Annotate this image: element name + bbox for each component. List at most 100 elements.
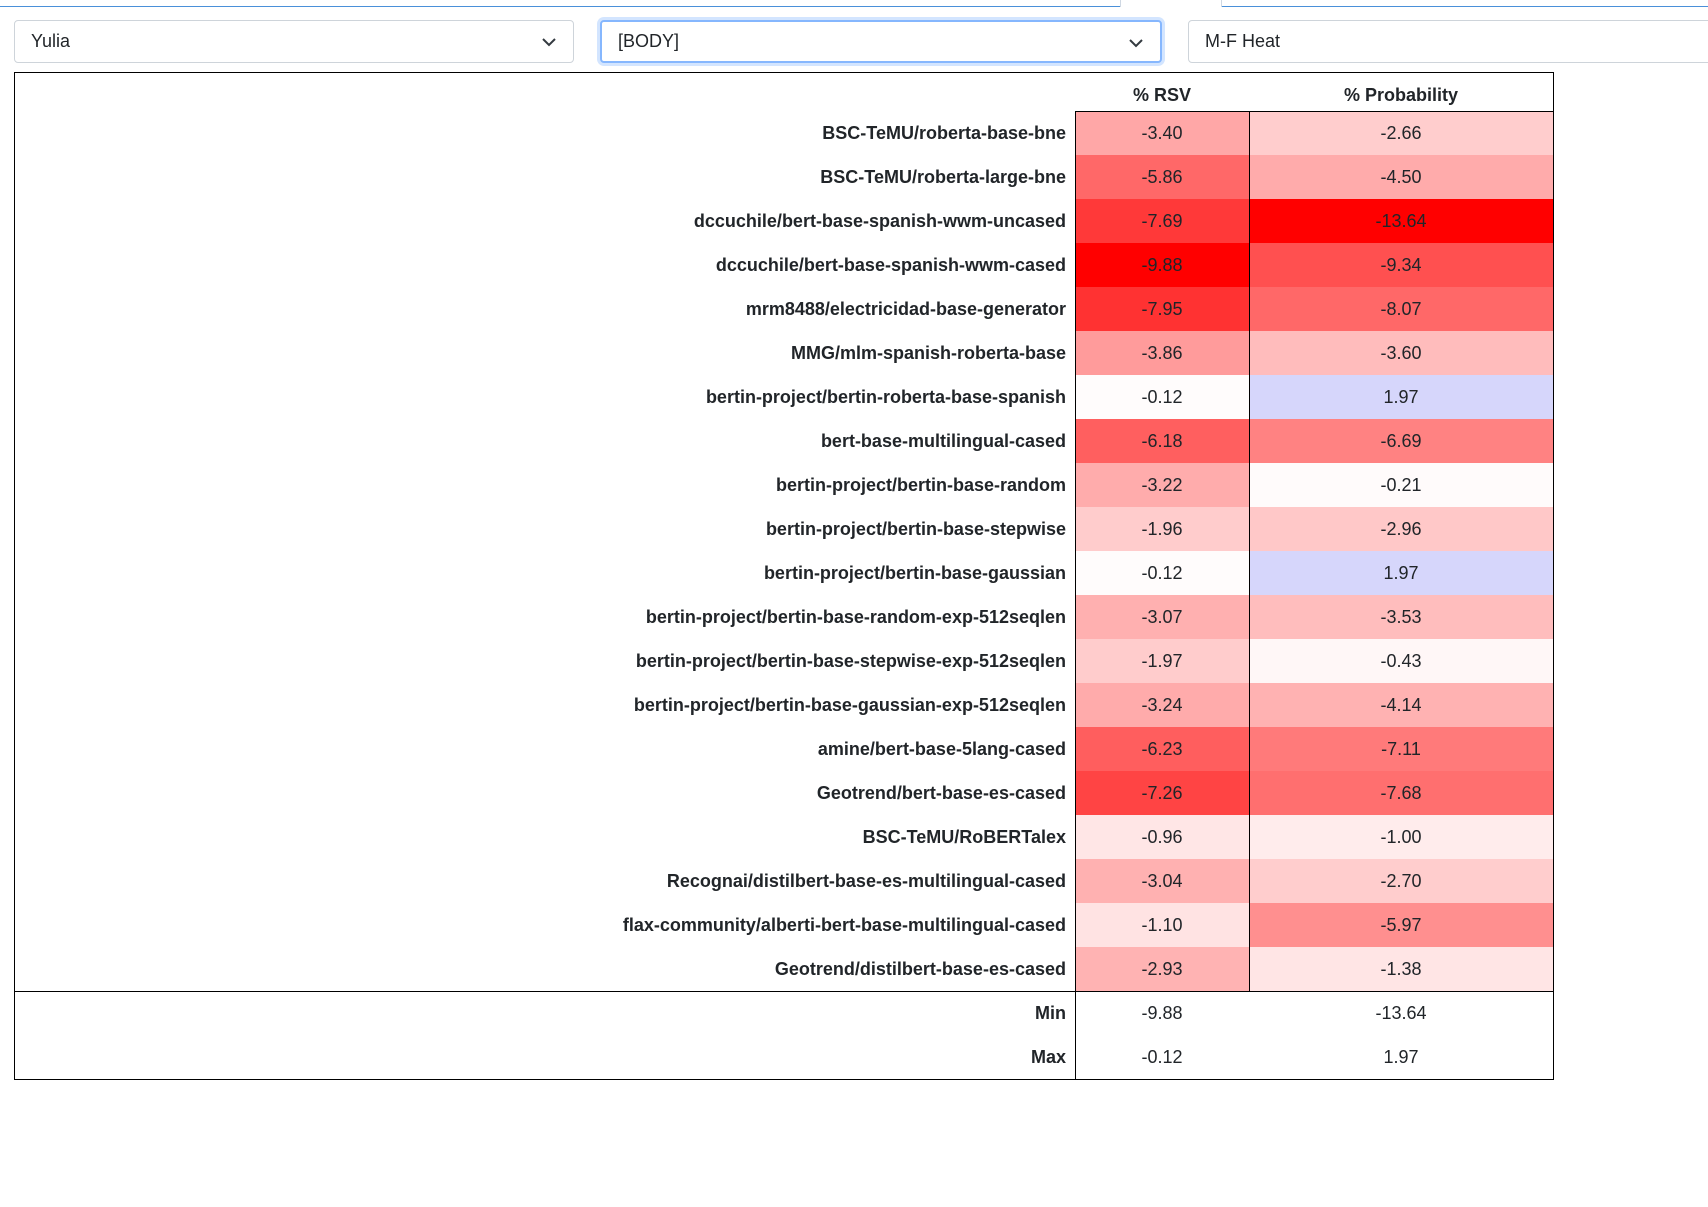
footer-row: Min -9.88 -13.64	[15, 991, 1694, 1035]
header-divider	[1075, 111, 1553, 112]
row-model-name: MMG/mlm-spanish-roberta-base	[790, 343, 1066, 363]
column-divider	[1249, 111, 1250, 991]
probability-cell: -6.69	[1249, 419, 1553, 463]
probability-cell: -13.64	[1249, 199, 1553, 243]
chevron-down-icon	[1129, 39, 1143, 48]
probability-cell: -9.34	[1249, 243, 1553, 287]
name-select[interactable]: Yulia	[14, 20, 574, 63]
row-model-name: bertin-project/bertin-base-stepwise	[765, 519, 1066, 539]
table-row: bertin-project/bertin-roberta-base-spani…	[15, 375, 1694, 419]
table-row: Recognai/distilbert-base-es-multilingual…	[15, 859, 1694, 903]
table-row: bert-base-multilingual-cased -6.18 -6.69	[15, 419, 1694, 463]
rsv-cell: -0.12	[1075, 375, 1249, 419]
rsv-cell: -2.93	[1075, 947, 1249, 991]
column-divider	[1075, 111, 1076, 1079]
probability-cell: -0.43	[1249, 639, 1553, 683]
footer-label: Min	[1035, 1003, 1066, 1023]
footer-label: Max	[1030, 1047, 1066, 1067]
row-model-name: bertin-project/bertin-base-gaussian	[763, 563, 1066, 583]
probability-cell: 1.97	[1249, 375, 1553, 419]
probability-cell: -4.14	[1249, 683, 1553, 727]
row-model-name: BSC-TeMU/RoBERTalex	[862, 827, 1066, 847]
probability-cell: -0.21	[1249, 463, 1553, 507]
table-row: bertin-project/bertin-base-stepwise-exp-…	[15, 639, 1694, 683]
probability-cell: -1.00	[1249, 815, 1553, 859]
table-row: bertin-project/bertin-base-random -3.22 -0…	[15, 463, 1694, 507]
table-row: Geotrend/bert-base-es-cased -7.26 -7.68	[15, 771, 1694, 815]
probability-cell: -3.60	[1249, 331, 1553, 375]
table-row: bertin-project/bertin-base-gaussian -0.12…	[15, 551, 1694, 595]
filter-bar: Yulia [BODY] M-F Heat	[14, 20, 1708, 65]
row-model-name: dccuchile/bert-base-spanish-wwm-uncased	[693, 211, 1066, 231]
category-select-value: [BODY]	[618, 31, 680, 51]
table-row: bertin-project/bertin-base-gaussian-exp-…	[15, 683, 1694, 727]
probability-cell: -2.96	[1249, 507, 1553, 551]
rsv-cell: -0.96	[1075, 815, 1249, 859]
row-model-name: Recognai/distilbert-base-es-multilingual…	[666, 871, 1066, 891]
header-probability: % Probability	[1343, 85, 1459, 105]
rsv-cell: -3.22	[1075, 463, 1249, 507]
rsv-cell: -6.18	[1075, 419, 1249, 463]
row-model-name: bertin-project/bertin-base-random	[775, 475, 1066, 495]
row-model-name: bertin-project/bertin-base-gaussian-exp-…	[633, 695, 1066, 715]
table-row: dccuchile/bert-base-spanish-wwm-cased -9.…	[15, 243, 1694, 287]
header-rsv: % RSV	[1132, 85, 1192, 105]
row-model-name: amine/bert-base-5lang-cased	[817, 739, 1066, 759]
active-tab[interactable]	[1120, 0, 1222, 7]
name-select-value: Yulia	[31, 31, 71, 51]
view-select-value: M-F Heat	[1205, 31, 1281, 51]
rsv-cell: -1.97	[1075, 639, 1249, 683]
results-table: % RSV % Probability BSC-TeMU/roberta-bas…	[14, 72, 1554, 1080]
rsv-cell: -7.26	[1075, 771, 1249, 815]
rsv-cell: -3.04	[1075, 859, 1249, 903]
footer-row: Max -0.12 1.97	[15, 1035, 1694, 1079]
table-row: Geotrend/distilbert-base-es-cased -2.93 -1…	[15, 947, 1694, 991]
probability-cell: -2.70	[1249, 859, 1553, 903]
table-row: flax-community/alberti-bert-base-multili…	[15, 903, 1694, 947]
rsv-cell: -7.95	[1075, 287, 1249, 331]
row-model-name: dccuchile/bert-base-spanish-wwm-cased	[715, 255, 1066, 275]
probability-cell: -3.53	[1249, 595, 1553, 639]
row-model-name: bert-base-multilingual-cased	[820, 431, 1066, 451]
row-model-name: bertin-project/bertin-roberta-base-spani…	[705, 387, 1066, 407]
probability-cell: 1.97	[1249, 551, 1553, 595]
row-model-name: mrm8488/electricidad-base-generator	[745, 299, 1066, 319]
row-model-name: bertin-project/bertin-base-stepwise-exp-…	[635, 651, 1066, 671]
row-model-name: BSC-TeMU/roberta-large-bne	[820, 167, 1066, 187]
rsv-cell: -3.07	[1075, 595, 1249, 639]
footer-divider	[15, 991, 1553, 992]
table-row: BSC-TeMU/roberta-base-bne -3.40 -2.66	[15, 111, 1694, 155]
probability-cell: -5.97	[1249, 903, 1553, 947]
table-row: mrm8488/electricidad-base-generator -7.95…	[15, 287, 1694, 331]
table-row: BSC-TeMU/roberta-large-bne -5.86 -4.50	[15, 155, 1694, 199]
probability-cell: -7.68	[1249, 771, 1553, 815]
probability-cell: -1.38	[1249, 947, 1553, 991]
row-model-name: Geotrend/distilbert-base-es-cased	[774, 959, 1066, 979]
tab-underline	[0, 6, 1708, 7]
category-select[interactable]: [BODY]	[600, 20, 1162, 63]
rsv-cell: -9.88	[1075, 243, 1249, 287]
row-model-name: BSC-TeMU/roberta-base-bne	[822, 123, 1066, 143]
rsv-cell: -0.12	[1075, 551, 1249, 595]
row-model-name: Geotrend/bert-base-es-cased	[816, 783, 1066, 803]
rsv-cell: -5.86	[1075, 155, 1249, 199]
table-row: MMG/mlm-spanish-roberta-base -3.86 -3.60	[15, 331, 1694, 375]
table-row: BSC-TeMU/RoBERTalex -0.96 -1.00	[15, 815, 1694, 859]
probability-cell: -7.11	[1249, 727, 1553, 771]
footer-probability-value: -13.64	[1375, 1003, 1427, 1023]
probability-cell: -8.07	[1249, 287, 1553, 331]
rsv-cell: -1.96	[1075, 507, 1249, 551]
table-row: amine/bert-base-5lang-cased -6.23 -7.11	[15, 727, 1694, 771]
rsv-cell: -1.10	[1075, 903, 1249, 947]
probability-cell: -2.66	[1249, 111, 1553, 155]
table-row: bertin-project/bertin-base-stepwise -1.96…	[15, 507, 1694, 551]
chevron-down-icon	[542, 38, 556, 47]
rsv-cell: -3.40	[1075, 111, 1249, 155]
footer-probability-value: 1.97	[1383, 1047, 1419, 1067]
rsv-cell: -3.24	[1075, 683, 1249, 727]
view-select[interactable]: M-F Heat	[1188, 20, 1708, 63]
table-row: bertin-project/bertin-base-random-exp-51…	[15, 595, 1694, 639]
footer-rsv-value: -0.12	[1141, 1047, 1183, 1067]
row-model-name: bertin-project/bertin-base-random-exp-51…	[645, 607, 1066, 627]
footer-rsv-value: -9.88	[1141, 1003, 1183, 1023]
